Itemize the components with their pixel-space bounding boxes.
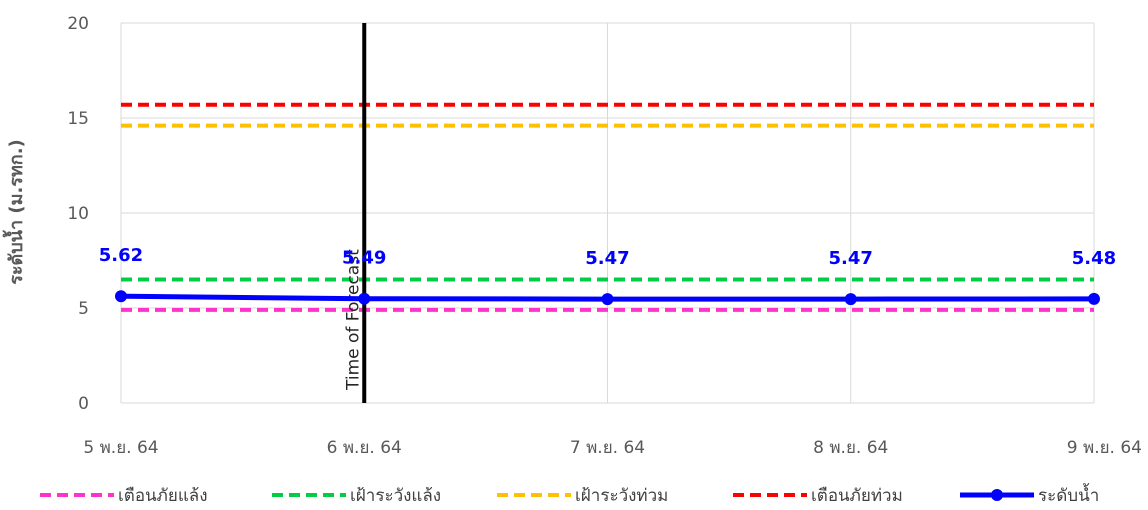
- legend-item: ระดับน้ำ: [960, 483, 1099, 506]
- legend: เตือนภัยแล้ง เฝ้าระวังแล้ง เฝ้าระวังท่วม เต…: [40, 483, 1099, 506]
- water-level-point: [844, 293, 857, 306]
- y-axis-title: ระดับน้ำ (ม.รทก.): [2, 139, 27, 285]
- data-label: 5.47: [585, 248, 629, 269]
- legend-item: เตือนภัยแล้ง: [40, 486, 208, 506]
- x-axis-ticks: 5 พ.ย. 64 6 พ.ย. 64 7 พ.ย. 64 8 พ.ย. 64 9 พ.…: [83, 438, 1142, 458]
- legend-item: เฝ้าระวังแล้ง: [272, 486, 441, 506]
- threshold-lines: [121, 102, 1094, 312]
- water-level-point: [115, 290, 127, 303]
- legend-item: เฝ้าระวังท่วม: [497, 486, 668, 506]
- x-tick-label: 6 พ.ย. 64: [327, 438, 402, 458]
- y-tick-label: 15: [67, 109, 89, 129]
- legend-label: ระดับน้ำ: [1038, 483, 1099, 506]
- legend-item: เตือนภัยท่วม: [733, 486, 903, 506]
- y-axis-ticks: 0 5 10 15 20: [67, 14, 89, 414]
- x-tick-label: 7 พ.ย. 64: [570, 438, 645, 458]
- legend-marker: [991, 489, 1003, 501]
- data-label: 5.47: [829, 248, 873, 269]
- x-tick-label: 8 พ.ย. 64: [813, 438, 888, 458]
- y-tick-label: 20: [67, 14, 89, 34]
- y-tick-label: 0: [78, 394, 89, 414]
- forecast-label: Time of Forecast: [343, 249, 363, 391]
- water-level-point: [601, 293, 614, 306]
- y-tick-label: 10: [67, 204, 89, 224]
- water-level-point: [358, 292, 371, 305]
- x-tick-label: 5 พ.ย. 64: [83, 438, 158, 458]
- annotations: Time of Forecast: [343, 23, 367, 403]
- water-level-point: [1088, 292, 1100, 305]
- data-label: 5.49: [342, 248, 386, 269]
- legend-label: เตือนภัยแล้ง: [118, 486, 208, 506]
- data-label: 5.48: [1072, 248, 1116, 269]
- legend-label: เตือนภัยท่วม: [811, 486, 903, 506]
- x-tick-label: 9 พ.ย. 64: [1067, 438, 1142, 458]
- legend-label: เฝ้าระวังแล้ง: [350, 486, 441, 506]
- water-level-series: 5.62 5.49 5.47 5.47 5.48: [99, 245, 1116, 306]
- y-tick-label: 5: [78, 299, 89, 319]
- data-label: 5.62: [99, 245, 143, 266]
- gridlines: [120, 22, 1095, 404]
- legend-label: เฝ้าระวังท่วม: [575, 486, 668, 506]
